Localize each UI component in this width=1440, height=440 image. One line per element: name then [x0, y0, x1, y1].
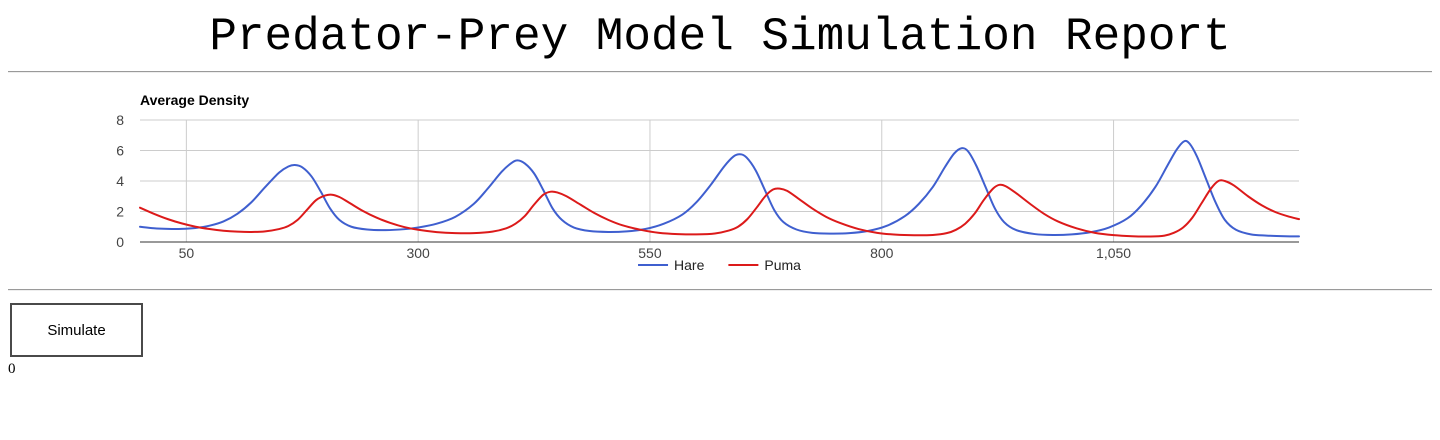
- x-tick-label: 1,050: [1096, 245, 1131, 261]
- y-tick-label: 6: [116, 143, 124, 159]
- chart-title: Average Density: [140, 92, 249, 108]
- top-divider: [8, 71, 1432, 73]
- chart-legend: Hare Puma: [638, 257, 801, 273]
- y-tick-label: 8: [116, 112, 124, 128]
- legend-label-hare: Hare: [674, 257, 705, 273]
- bottom-divider: [8, 289, 1432, 291]
- density-chart: Average Density 0 2 4 6 8 50 300 550 800 1,050 Ha…: [0, 80, 1440, 285]
- y-tick-label: 2: [116, 204, 124, 220]
- y-tick-label: 4: [116, 173, 124, 189]
- chart-ticks: 0 2 4 6 8 50 300 550 800 1,050: [116, 112, 1131, 261]
- x-tick-label: 800: [870, 245, 894, 261]
- x-tick-label: 550: [638, 245, 662, 261]
- page-title: Predator-Prey Model Simulation Report: [209, 11, 1231, 63]
- chart-grid: [140, 119, 1299, 243]
- x-tick-label: 300: [406, 245, 430, 261]
- series-line-hare: [139, 139, 1300, 238]
- density-chart-svg: Average Density 0 2 4 6 8 50 300 550 800 1,050 Ha…: [116, 92, 1300, 273]
- x-tick-label: 50: [179, 245, 195, 261]
- y-tick-label: 0: [116, 234, 124, 250]
- simulate-button[interactable]: Simulate: [10, 303, 143, 357]
- legend-label-puma: Puma: [764, 257, 801, 273]
- simulation-counter: 0: [8, 361, 16, 377]
- chart-series: [139, 139, 1300, 238]
- series-line-puma: [139, 179, 1300, 238]
